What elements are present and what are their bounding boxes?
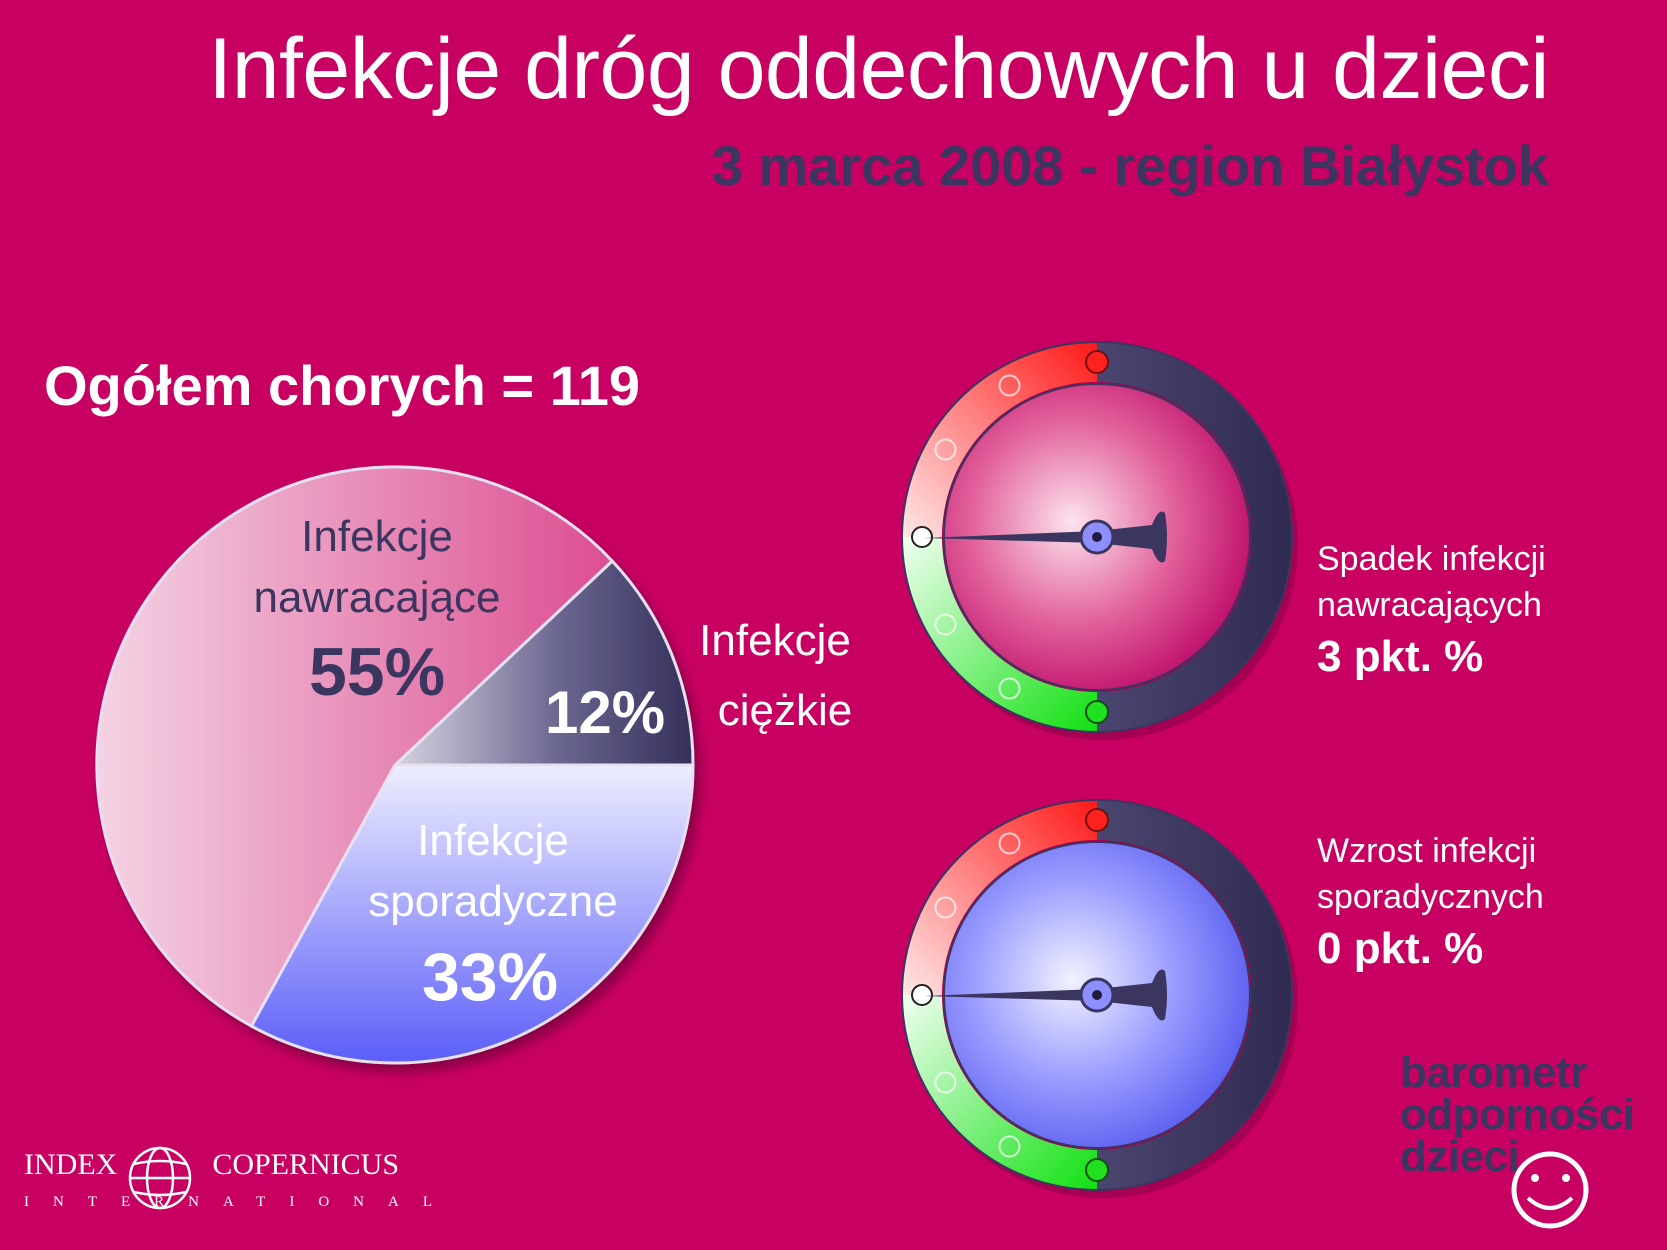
gauge-tick	[911, 526, 933, 548]
brand-logo: barometr odporności dzieci	[1400, 1048, 1635, 1181]
gauge-value: 0 pkt. %	[1317, 924, 1484, 973]
smiley-icon	[1511, 1151, 1589, 1229]
gauge-outline	[901, 799, 1293, 1191]
gauge-tick	[911, 984, 933, 1006]
gauge-tick	[998, 832, 1021, 855]
slice-value-severe: 12%	[545, 679, 665, 746]
gauge-tick	[934, 1071, 957, 1094]
gauge-hub-center	[1092, 532, 1102, 542]
gauge-caption-recurrent: Spadek infekcji nawracających 3 pkt. %	[1317, 536, 1546, 686]
logo-subtext: INTERNATIONAL	[24, 1194, 456, 1210]
gauge-tick	[998, 1135, 1021, 1158]
gauge-tick	[998, 677, 1021, 700]
slice-label-sporadic-line1: Infekcje	[417, 816, 569, 865]
slice-label-sporadic-line2: sporadyczne	[368, 877, 617, 926]
brand-line1: barometr	[1400, 1048, 1587, 1097]
gauge-value: 3 pkt. %	[1317, 632, 1484, 681]
slice-value-recurrent: 55%	[309, 634, 445, 710]
slice-sporadic	[249, 763, 695, 1065]
slice-value-sporadic: 33%	[422, 939, 558, 1015]
brand-line3: dzieci	[1400, 1132, 1520, 1181]
gauge-tick	[1085, 700, 1109, 724]
gauge-hub-center	[1092, 990, 1102, 1000]
gauge-tick	[934, 896, 957, 919]
page-subtitle: 3 marca 2008 - region Białystok	[711, 134, 1549, 197]
logo-right-text: COPERNICUS	[212, 1148, 400, 1181]
slice-label-severe-line2: ciężkie	[718, 686, 853, 735]
gauge-sporadic	[901, 799, 1298, 1198]
gauge-caption-line2: sporadycznych	[1317, 878, 1544, 916]
brand-line2: odporności	[1400, 1090, 1635, 1139]
gauge-tick	[1085, 350, 1109, 374]
index-copernicus-logo: INDEX COPERNICUS INTERNATIONAL	[24, 1148, 456, 1211]
gauge-ring-dark	[1097, 342, 1292, 732]
gauge-tick	[934, 438, 957, 461]
gauge-ring-dark	[1097, 800, 1292, 1190]
logo-left-text: INDEX	[24, 1148, 118, 1181]
gauge-needle	[924, 511, 1167, 563]
globe-icon	[128, 1146, 192, 1210]
gauge-needle	[924, 969, 1167, 1021]
gauge-recurrent	[901, 341, 1298, 740]
slice-label-recurrent-line1: Infekcje	[301, 512, 453, 561]
gauge-caption-sporadic: Wzrost infekcji sporadycznych 0 pkt. %	[1317, 828, 1544, 978]
slice-label-severe-line1: Infekcje	[699, 616, 851, 665]
gauge-tick	[998, 374, 1021, 397]
slice-severe	[391, 558, 695, 767]
gauge-outline	[901, 341, 1293, 733]
gauge-tick	[1085, 1158, 1109, 1182]
total-patients: Ogółem chorych = 119	[44, 354, 641, 417]
gauge-caption-line1: Wzrost infekcji	[1317, 832, 1537, 870]
gauge-caption-line2: nawracających	[1317, 586, 1542, 624]
page-title: Infekcje dróg oddechowych u dzieci	[208, 21, 1549, 117]
gauge-caption-line1: Spadek infekcji	[1317, 540, 1546, 578]
gauge-tick	[1085, 808, 1109, 832]
pie-labels: Infekcje nawracające 55% 12% Infekcje ci…	[253, 512, 852, 1015]
pie-chart	[95, 465, 695, 1065]
slice-recurrent	[95, 465, 615, 1029]
gauge-tick	[934, 613, 957, 636]
slice-label-recurrent-line2: nawracające	[253, 573, 500, 622]
